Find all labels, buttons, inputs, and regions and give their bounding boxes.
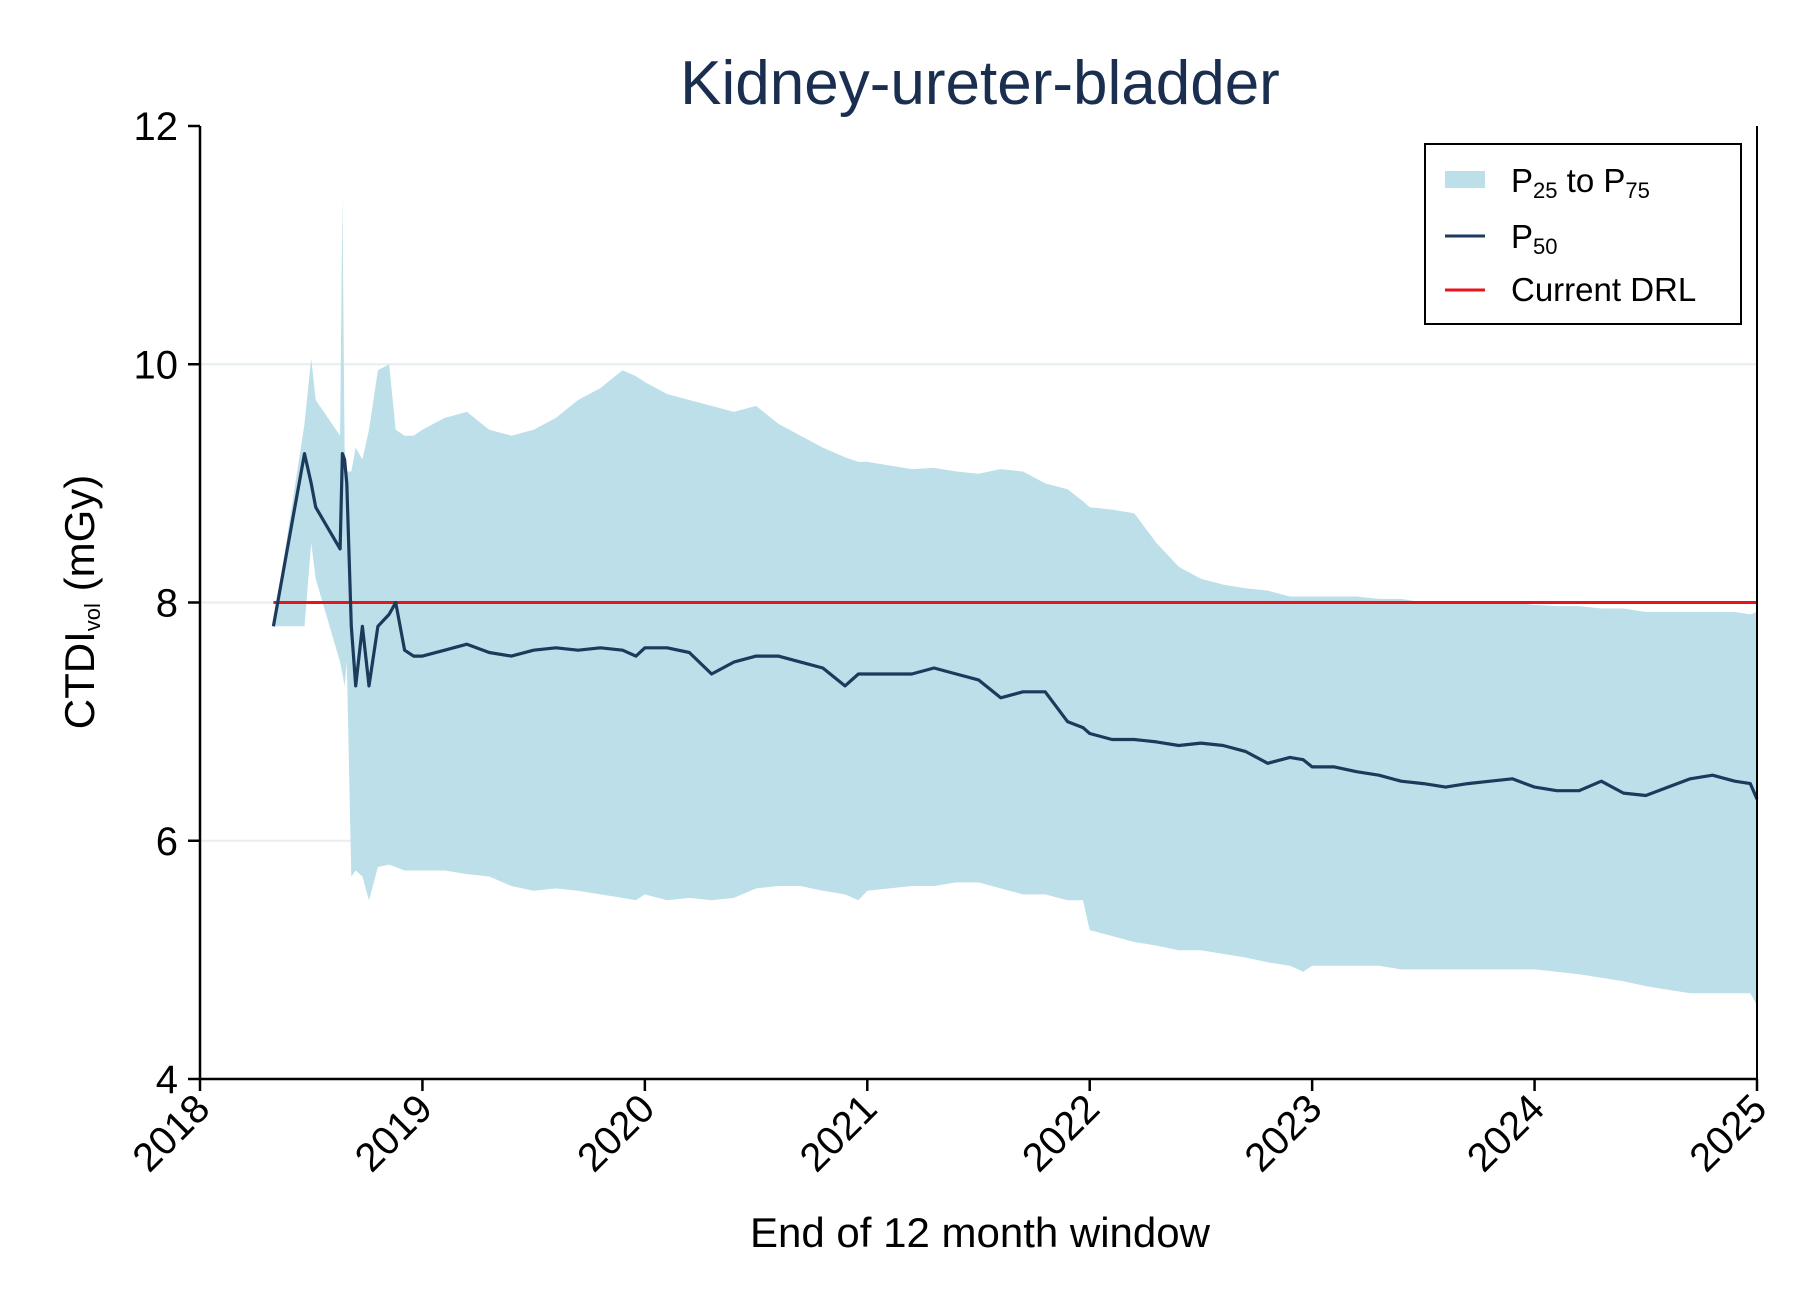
y-tick-label-12: 12 xyxy=(134,105,179,149)
y-tick-label-6: 6 xyxy=(156,820,178,864)
y-axis-title-main: CTDI xyxy=(56,631,103,729)
y-tick-label-8: 8 xyxy=(156,582,178,626)
legend-median-label: P50 xyxy=(1511,218,1558,259)
y-tick-label-4: 4 xyxy=(156,1058,178,1102)
x-axis-title: End of 12 month window xyxy=(750,1209,1211,1256)
y-axis-title-unit: (mGy) xyxy=(56,475,103,603)
p50-line xyxy=(271,452,1759,800)
legend-drl-label: Current DRL xyxy=(1511,271,1696,308)
legend-band-label: P25 to P75 xyxy=(1511,162,1650,203)
y-axis-title: CTDIvol (mGy) xyxy=(56,475,105,729)
chart-title: Kidney-ureter-bladder xyxy=(680,49,1280,118)
legend-band-swatch xyxy=(1445,171,1485,188)
y-axis-title-sub: vol xyxy=(80,603,105,631)
y-axis-ticks: 4 6 8 10 12 xyxy=(134,105,200,1102)
legend: P25 to P75 P50 Current DRL xyxy=(1424,143,1742,325)
y-tick-label-10: 10 xyxy=(134,343,179,387)
